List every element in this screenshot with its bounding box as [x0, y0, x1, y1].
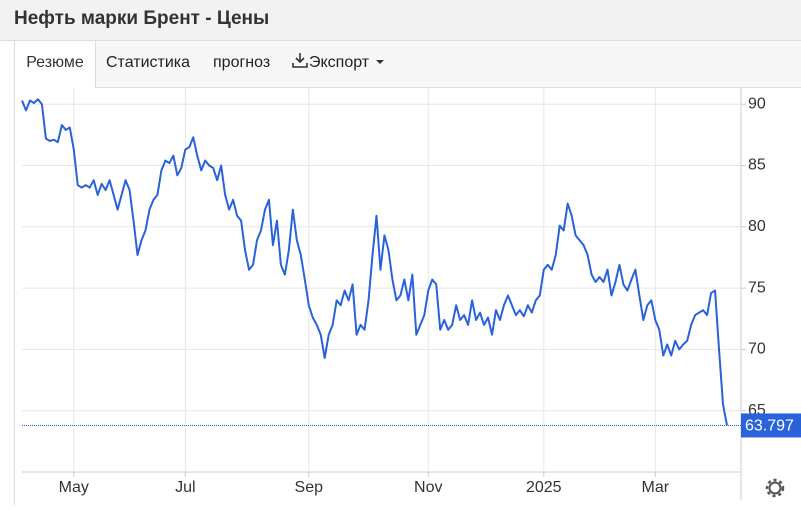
tab-label: Экспорт — [309, 54, 370, 71]
tab-bar: Резюме Статистика прогноз Экспорт — [14, 41, 801, 88]
last-value-box — [741, 413, 801, 438]
x-tick-label: Sep — [295, 479, 324, 496]
y-tick-label: 70 — [748, 341, 766, 358]
x-tick-label: Jul — [175, 479, 195, 496]
tab[interactable]: Резюме — [15, 41, 96, 88]
last-value-label: 63.797 — [745, 418, 794, 435]
y-tick-label: 90 — [748, 95, 766, 112]
y-tick-label: 85 — [748, 157, 766, 174]
x-tick-label: Mar — [642, 479, 670, 496]
chart-area: 65 70 75 80 85 90 May Jul Sep Nov 2025 Mar 63.797 — [14, 88, 801, 505]
tab[interactable]: Статистика — [106, 54, 191, 71]
x-tick-label: May — [59, 479, 89, 496]
page-title: Нефть марки Брент - Цены — [14, 8, 270, 29]
caret — [375, 60, 384, 64]
y-tick-label: 80 — [748, 218, 766, 235]
download-icon — [292, 53, 308, 68]
header: Нефть марки Брент - Цены — [0, 0, 801, 41]
x-tick-label: 2025 — [526, 479, 562, 496]
tab[interactable]: прогноз — [213, 54, 271, 71]
x-tick-label: Nov — [414, 479, 442, 496]
export-tab[interactable]: Экспорт — [291, 41, 386, 87]
price-line — [21, 98, 728, 426]
settings-icon[interactable] — [765, 478, 785, 498]
y-tick-label: 75 — [748, 279, 766, 296]
